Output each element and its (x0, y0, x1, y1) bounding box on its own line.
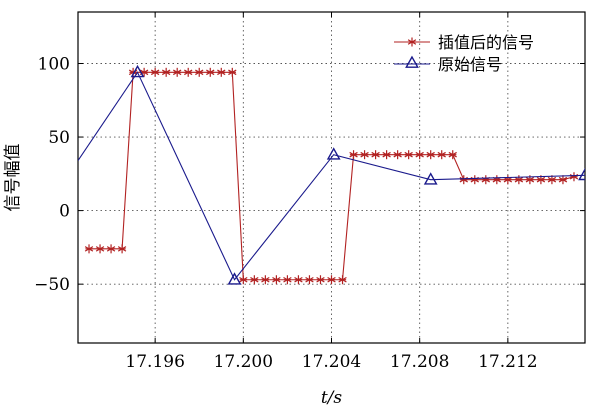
series-1-point (316, 275, 325, 285)
series-1-point (558, 175, 568, 185)
series-1-point (283, 275, 292, 285)
series-1-point (349, 150, 358, 160)
series-1-point (161, 67, 171, 77)
series-1-point (184, 67, 193, 77)
series-1-point (327, 275, 336, 285)
series-2-point (227, 272, 242, 285)
series-1-point (272, 275, 281, 285)
series-2-point (423, 172, 438, 185)
series-1-point (492, 175, 502, 185)
series-1-point (371, 150, 380, 160)
series-1-point (95, 244, 105, 254)
legend-item-1: 插值后的信号 (394, 33, 534, 52)
series-1-point (206, 67, 215, 77)
series-1 (84, 67, 579, 285)
series-1-point (195, 67, 204, 77)
series-1-point (250, 275, 259, 285)
series-2 (78, 64, 585, 285)
series-1-point (338, 275, 347, 285)
y-tick-label: 50 (48, 128, 70, 148)
series-1-point (514, 175, 524, 185)
series-1-point (437, 150, 446, 160)
series-1-point (415, 150, 424, 160)
series-1-point (84, 244, 94, 254)
x-tick-label: 17.208 (390, 352, 449, 372)
series-1-point (172, 67, 182, 77)
series-1-point (503, 175, 513, 185)
ticks: 17.196 17.200 17.204 17.208 17.212 −50 0 50 100 (34, 12, 585, 372)
series-1-point (106, 244, 116, 254)
x-tick-label: 17.204 (302, 352, 361, 372)
series-1-point (525, 175, 535, 185)
series-1-point (448, 150, 457, 160)
legend-label: 插值后的信号 (438, 33, 534, 52)
series-2-point (578, 167, 585, 181)
series-1-point (228, 67, 237, 77)
x-tick-label: 17.196 (125, 352, 184, 372)
x-tick-label: 17.212 (478, 352, 537, 372)
series-1-point (481, 175, 491, 185)
series-1-point (536, 175, 546, 185)
series-1-point (547, 175, 557, 185)
legend-item-2: 原始信号 (394, 55, 502, 74)
series-1-point (459, 175, 468, 185)
series-1-point (569, 172, 579, 182)
series-1-point (150, 67, 160, 77)
series-1-point (470, 175, 479, 185)
y-tick-label: −50 (34, 275, 70, 295)
series-1-point (261, 275, 270, 285)
y-axis-title: 信号幅值 (3, 144, 23, 212)
series-1-point (426, 150, 435, 160)
series-2-point (130, 64, 145, 78)
series-1-point (117, 244, 127, 254)
legend-marker-triangle (405, 55, 419, 68)
series-1-point (294, 275, 303, 285)
x-axis-title: t/s (321, 388, 343, 408)
series-1-point (382, 150, 391, 160)
x-tick-label: 17.200 (214, 352, 273, 372)
series-1-point (404, 150, 413, 160)
legend-marker-asterisk (407, 37, 417, 47)
series-layer (78, 64, 585, 285)
series-1-point (217, 67, 226, 77)
series-1-point (239, 275, 248, 285)
y-tick-label: 100 (38, 54, 70, 74)
series-2-line (78, 71, 585, 281)
series-2-point (326, 147, 341, 160)
legend-label: 原始信号 (438, 55, 502, 74)
series-1-point (360, 150, 369, 160)
series-1-point (393, 150, 402, 160)
series-1-point (305, 275, 314, 285)
y-tick-label: 0 (59, 202, 70, 222)
